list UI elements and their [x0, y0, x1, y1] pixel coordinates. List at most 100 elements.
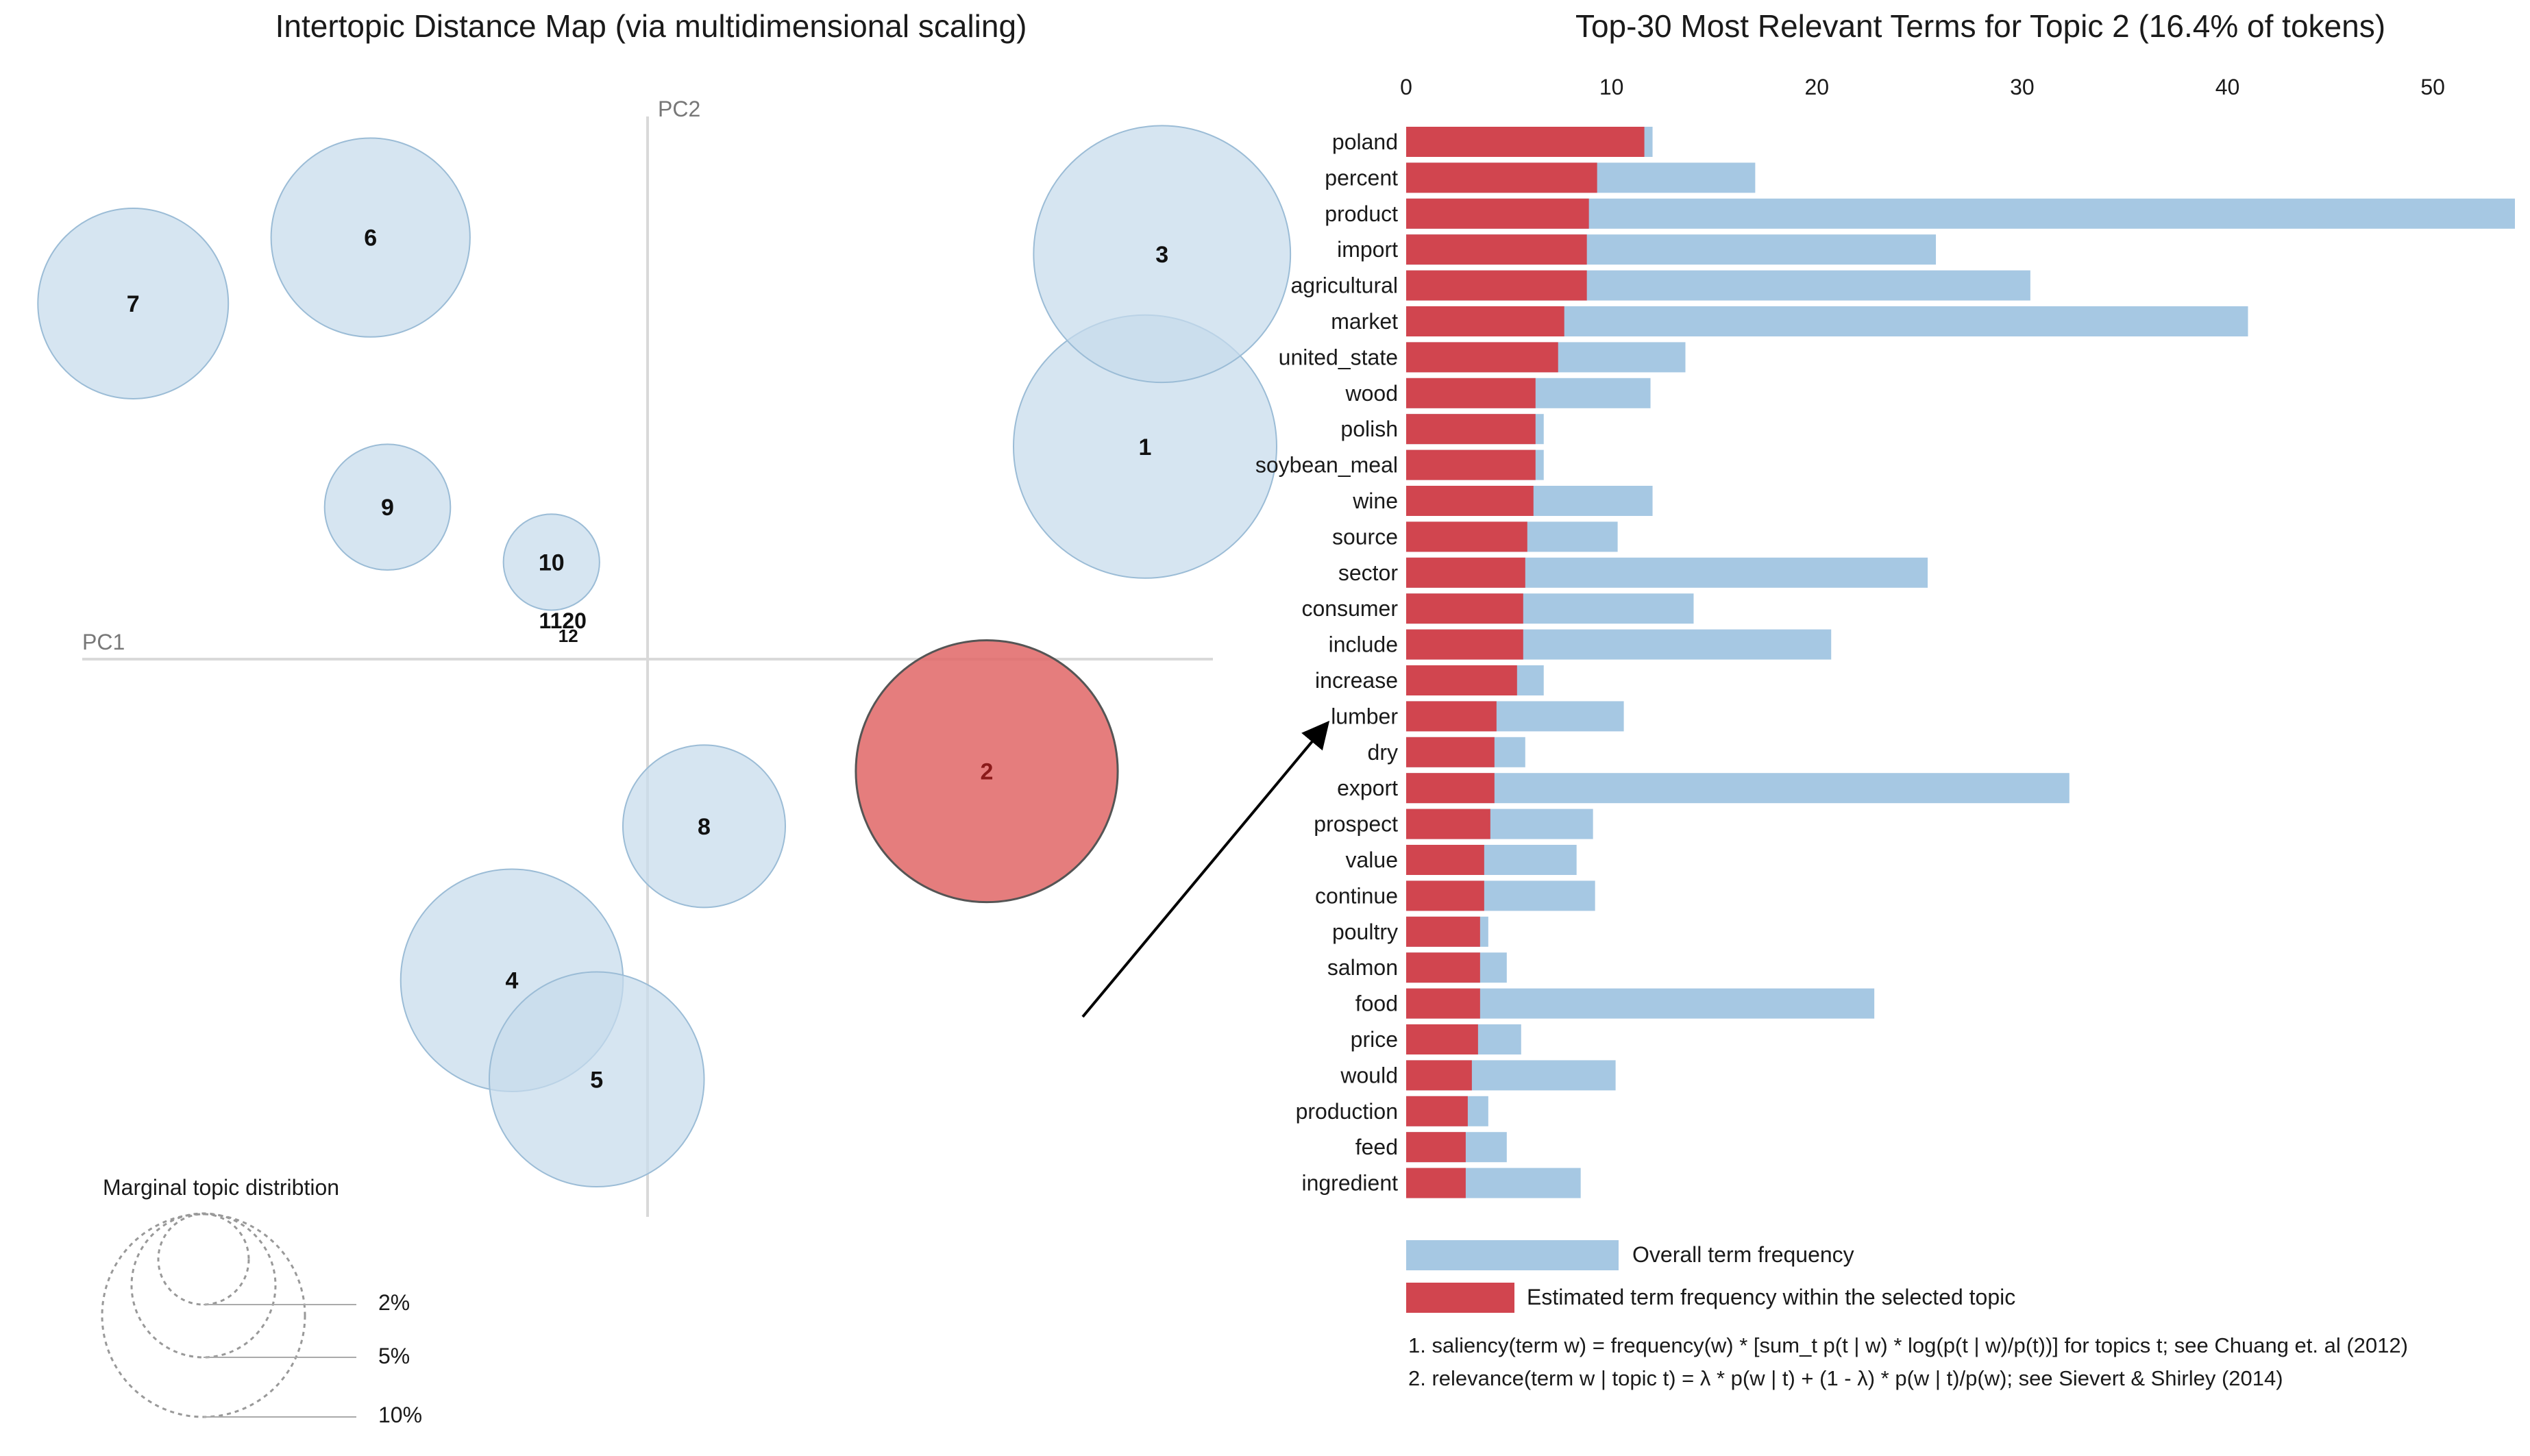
footnote-saliency: 1. saliency(term w) = frequency(w) * [su…: [1408, 1333, 2408, 1357]
legend-topic-swatch: [1406, 1283, 1514, 1313]
topic-bar-soybean_meal[interactable]: [1406, 449, 1536, 480]
term-label-increase[interactable]: increase: [1315, 668, 1398, 693]
topic-bar-would[interactable]: [1406, 1060, 1472, 1091]
topic-bar-production[interactable]: [1406, 1096, 1468, 1126]
topic-bar-market[interactable]: [1406, 306, 1564, 336]
topic-bar-price[interactable]: [1406, 1024, 1478, 1054]
topic-bar-poultry[interactable]: [1406, 916, 1480, 947]
term-label-agricultural[interactable]: agricultural: [1290, 273, 1398, 298]
x-tick-50: 50: [2420, 75, 2445, 99]
term-label-market[interactable]: market: [1331, 309, 1398, 334]
topic-bar-united_state[interactable]: [1406, 342, 1558, 373]
topic-bar-export[interactable]: [1406, 773, 1495, 804]
topic-bar-value[interactable]: [1406, 845, 1484, 875]
term-label-production[interactable]: production: [1296, 1099, 1398, 1124]
topic-bar-lumber[interactable]: [1406, 701, 1497, 732]
topic-bar-increase[interactable]: [1406, 665, 1517, 695]
pc2-axis-label: PC2: [658, 97, 700, 121]
term-label-source[interactable]: source: [1332, 524, 1398, 549]
topic-bar-feed[interactable]: [1406, 1132, 1466, 1163]
topic-bar-wine[interactable]: [1406, 486, 1534, 516]
term-bars: [1406, 127, 2515, 1198]
overall-bar-export[interactable]: [1406, 773, 2070, 804]
topic-bar-wood[interactable]: [1406, 378, 1536, 408]
topic-bar-source[interactable]: [1406, 521, 1527, 552]
term-label-consumer[interactable]: consumer: [1302, 596, 1399, 621]
x-tick-40: 40: [2215, 75, 2240, 99]
term-label-value[interactable]: value: [1346, 848, 1399, 872]
term-label-wine[interactable]: wine: [1352, 489, 1398, 513]
legend-overall-swatch: [1406, 1240, 1619, 1270]
topic-bar-continue[interactable]: [1406, 880, 1484, 911]
topic-bar-poland[interactable]: [1406, 127, 1645, 157]
topic-bar-dry[interactable]: [1406, 737, 1495, 767]
topic-bar-sector[interactable]: [1406, 557, 1525, 588]
topic-label-6: 6: [364, 225, 377, 251]
overall-bar-product[interactable]: [1406, 198, 2515, 229]
topic-bar-consumer[interactable]: [1406, 593, 1523, 624]
legend-label-5pct: 5%: [378, 1344, 410, 1368]
footnote-relevance: 2. relevance(term w | topic t) = λ * p(w…: [1408, 1366, 2283, 1390]
topic-bubble-6[interactable]: [270, 137, 471, 338]
term-label-would[interactable]: would: [1340, 1063, 1398, 1087]
left-chart-title: Intertopic Distance Map (via multidimens…: [275, 8, 1027, 44]
topic-bar-agricultural[interactable]: [1406, 270, 1587, 301]
term-label-wood[interactable]: wood: [1345, 381, 1399, 406]
term-label-export[interactable]: export: [1337, 776, 1398, 800]
x-tick-10: 10: [1599, 75, 1624, 99]
term-label-dry[interactable]: dry: [1368, 740, 1398, 765]
topic-bar-include[interactable]: [1406, 629, 1523, 660]
topic-bubble-7[interactable]: [37, 208, 230, 399]
topic-bubble-10[interactable]: [502, 513, 600, 611]
topic-bar-import[interactable]: [1406, 234, 1587, 265]
topic-bar-product[interactable]: [1406, 198, 1589, 229]
topic-label-8: 8: [698, 814, 711, 840]
topic-bar-polish[interactable]: [1406, 414, 1536, 445]
x-tick-20: 20: [1804, 75, 1829, 99]
topic-bubble-5[interactable]: [488, 971, 705, 1188]
overlap-cluster-label: 1120: [539, 608, 587, 633]
bar-x-ticks: 0 10 20 30 40 50: [1400, 75, 2445, 99]
topic-bar-salmon[interactable]: [1406, 952, 1480, 983]
term-label-price[interactable]: price: [1351, 1027, 1398, 1052]
topic-bar-percent[interactable]: [1406, 162, 1597, 193]
intertopic-distance-map: Intertopic Distance Map (via multidimens…: [37, 8, 1330, 1427]
term-label-united_state[interactable]: united_state: [1279, 345, 1398, 369]
bar-legend: Overall term frequency Estimated term fr…: [1406, 1240, 2015, 1313]
topic-bar-ingredient[interactable]: [1406, 1168, 1466, 1198]
term-label-poland[interactable]: poland: [1332, 129, 1398, 154]
term-label-include[interactable]: include: [1329, 632, 1398, 657]
topic-bar-prospect[interactable]: [1406, 809, 1490, 839]
topic-label-1: 1: [1139, 434, 1152, 460]
topic-bubble-8[interactable]: [622, 744, 787, 909]
term-label-sector[interactable]: sector: [1338, 560, 1398, 585]
term-label-ingredient[interactable]: ingredient: [1301, 1171, 1398, 1196]
topic-label-9: 9: [381, 495, 394, 521]
term-label-salmon[interactable]: salmon: [1327, 955, 1398, 980]
legend-topic-label: Estimated term frequency within the sele…: [1527, 1285, 2015, 1309]
term-label-continue[interactable]: continue: [1315, 883, 1398, 908]
overall-bar-food[interactable]: [1406, 988, 1875, 1019]
term-label-percent[interactable]: percent: [1325, 165, 1398, 190]
term-label-prospect[interactable]: prospect: [1314, 812, 1398, 837]
x-tick-0: 0: [1400, 75, 1412, 99]
marginal-distribution-legend: Marginal topic distribtion 2% 5% 10%: [101, 1175, 422, 1427]
term-label-import[interactable]: import: [1337, 237, 1398, 262]
term-label-poultry[interactable]: poultry: [1332, 920, 1398, 944]
topic-label-7: 7: [127, 291, 140, 317]
term-label-feed[interactable]: feed: [1355, 1135, 1398, 1159]
legend-circle-5pct: [130, 1212, 277, 1359]
term-label-food[interactable]: food: [1355, 991, 1398, 1016]
term-label-product[interactable]: product: [1325, 201, 1398, 226]
topic-bubble-3[interactable]: [1033, 125, 1292, 384]
topic-bar-food[interactable]: [1406, 988, 1480, 1019]
topic-bubble-9[interactable]: [323, 443, 452, 571]
term-label-lumber[interactable]: lumber: [1331, 704, 1398, 728]
term-label-soybean_meal[interactable]: soybean_meal: [1255, 453, 1398, 478]
topic-bubble-2[interactable]: [855, 639, 1119, 904]
term-label-polish[interactable]: polish: [1340, 417, 1398, 441]
topic-label-5: 5: [590, 1067, 603, 1093]
